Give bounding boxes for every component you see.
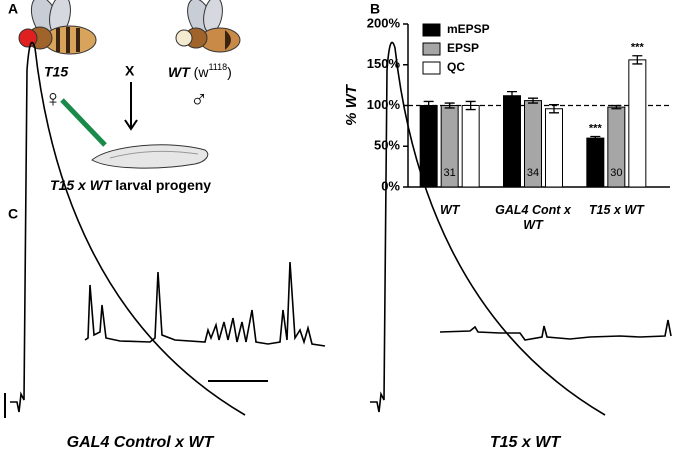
y-tick-label: 100% bbox=[367, 97, 401, 112]
bar bbox=[461, 105, 480, 188]
female-symbol: ♀ bbox=[44, 85, 62, 112]
error-bar bbox=[590, 135, 601, 141]
male-symbol: ♂ bbox=[190, 85, 208, 112]
y-tick-label: 0% bbox=[381, 178, 400, 193]
x-tick-label: WT bbox=[439, 203, 460, 217]
bar bbox=[545, 108, 563, 188]
trace-label: GAL4 Control x WT bbox=[67, 434, 215, 451]
error-bar bbox=[423, 100, 434, 111]
y-axis-label: % WT bbox=[343, 83, 360, 126]
bar bbox=[628, 59, 647, 188]
error-bar bbox=[528, 97, 538, 104]
error-bar bbox=[632, 55, 643, 65]
legend-label: mEPSP bbox=[447, 22, 490, 36]
larva bbox=[91, 144, 209, 169]
error-bar bbox=[611, 104, 622, 110]
trace-label: T15 x WT bbox=[490, 434, 561, 451]
arrow bbox=[124, 82, 138, 131]
x-tick-label-box: WT bbox=[439, 203, 460, 217]
male-label: WT (w1118) bbox=[168, 62, 232, 79]
error-bar bbox=[549, 104, 559, 114]
n-label: 31 bbox=[444, 167, 456, 179]
n-label: 34 bbox=[527, 167, 539, 179]
panel-label: A bbox=[8, 1, 18, 17]
y-tick-label: 150% bbox=[367, 56, 401, 71]
bar bbox=[503, 95, 521, 188]
progeny-label: T15 x WT larval progeny bbox=[50, 177, 211, 193]
bar bbox=[419, 105, 438, 188]
bar bbox=[586, 137, 605, 188]
female-label: T15 bbox=[44, 64, 68, 80]
electrode bbox=[60, 98, 107, 147]
male-fly bbox=[175, 0, 241, 53]
panel-label: C bbox=[8, 206, 18, 222]
x-tick-label: T15 x WT bbox=[588, 203, 644, 217]
error-bar bbox=[507, 90, 517, 101]
significance: *** bbox=[631, 42, 645, 54]
significance: *** bbox=[589, 122, 603, 134]
n-label: 30 bbox=[610, 167, 622, 179]
y-tick-label: 50% bbox=[374, 138, 400, 153]
error-bar bbox=[444, 102, 455, 109]
legend-label: QC bbox=[447, 60, 465, 74]
cross-symbol: X bbox=[125, 63, 135, 79]
x-tick-label: GAL4 Cont x WT bbox=[495, 203, 571, 232]
x-tick-label-box: T15 x WT bbox=[588, 203, 644, 217]
legend-swatch bbox=[422, 23, 441, 37]
traces bbox=[4, 41, 672, 418]
panel-label: B bbox=[370, 1, 380, 17]
legend-label: EPSP bbox=[447, 41, 479, 55]
error-bar bbox=[465, 100, 476, 111]
y-tick-label: 200% bbox=[367, 15, 401, 30]
legend-swatch bbox=[422, 42, 441, 56]
x-tick-label-box: GAL4 Cont x WT bbox=[495, 203, 571, 232]
legend-swatch bbox=[422, 61, 441, 75]
